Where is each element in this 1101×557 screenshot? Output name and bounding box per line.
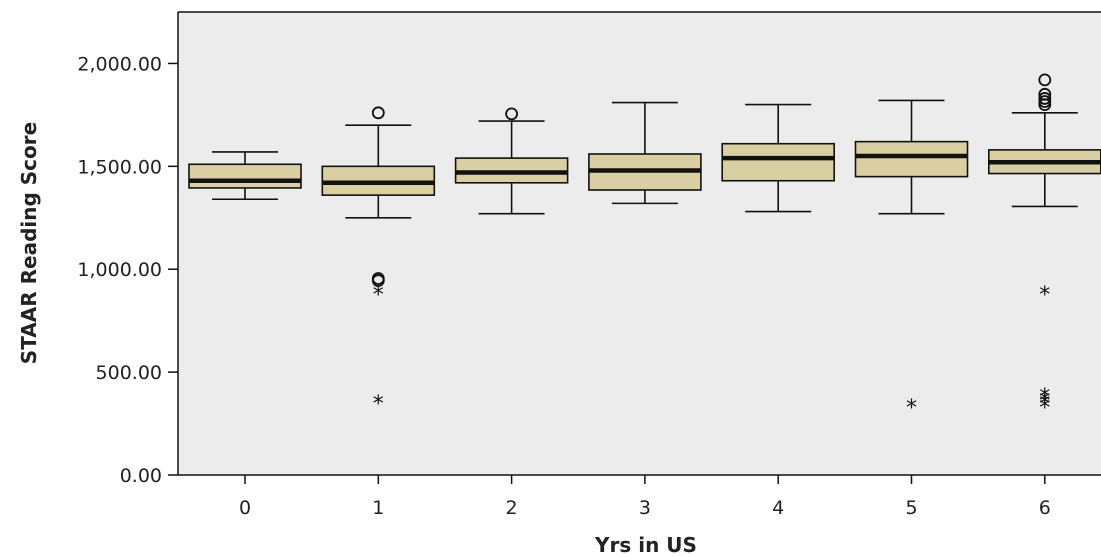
extreme-outlier-star: * <box>1039 283 1050 308</box>
extreme-outlier-star: * <box>1039 396 1050 421</box>
box-5: * <box>854 99 969 421</box>
x-tick-label: 5 <box>905 497 917 519</box>
x-axis-title: Yrs in US <box>594 533 697 557</box>
y-tick-label: 1,000.00 <box>77 259 162 281</box>
box-series: ** ****** <box>188 73 1101 421</box>
y-tick-label: 1,500.00 <box>77 156 162 178</box>
iqr-box <box>188 163 302 189</box>
y-tick-label: 500.00 <box>96 362 162 384</box>
x-tick-label: 2 <box>506 497 518 519</box>
plot-background <box>178 12 1101 475</box>
y-axis-title: STAAR Reading Score <box>17 122 41 364</box>
extreme-outlier-star: * <box>1039 389 1050 414</box>
y-tick-label: 0.00 <box>120 465 162 487</box>
extreme-outlier-star: * <box>373 283 384 308</box>
box-2 <box>454 107 569 215</box>
box-3 <box>588 101 702 205</box>
y-tick-label: 2,000.00 <box>77 53 162 75</box>
x-tick-label: 4 <box>772 497 784 519</box>
x-tick-label: 3 <box>639 497 651 519</box>
outlier-circle <box>1038 73 1052 87</box>
box-0 <box>188 151 302 201</box>
extreme-outlier-star: * <box>1039 392 1050 417</box>
outlier-circle <box>371 274 385 287</box>
box-6: ***** <box>987 73 1101 421</box>
x-tick-label: 1 <box>372 497 384 519</box>
y-axis: 0.00 500.00 1,000.00 1,500.00 2,000.00 <box>77 12 179 487</box>
iqr-box <box>854 140 969 178</box>
x-axis: 0 1 2 3 4 5 6 <box>178 11 1101 519</box>
outlier-circle <box>505 107 519 121</box>
outlier-circle <box>371 106 385 120</box>
outlier-circle <box>1038 98 1052 111</box>
extreme-outlier-star: * <box>1039 385 1050 410</box>
x-tick-label: 6 <box>1039 497 1051 519</box>
box-1: ** <box>321 106 436 417</box>
iqr-box <box>721 142 836 182</box>
box-4 <box>721 103 836 213</box>
extreme-outlier-star: * <box>373 392 384 417</box>
x-tick-label: 0 <box>239 497 251 519</box>
extreme-outlier-star: * <box>906 396 917 421</box>
